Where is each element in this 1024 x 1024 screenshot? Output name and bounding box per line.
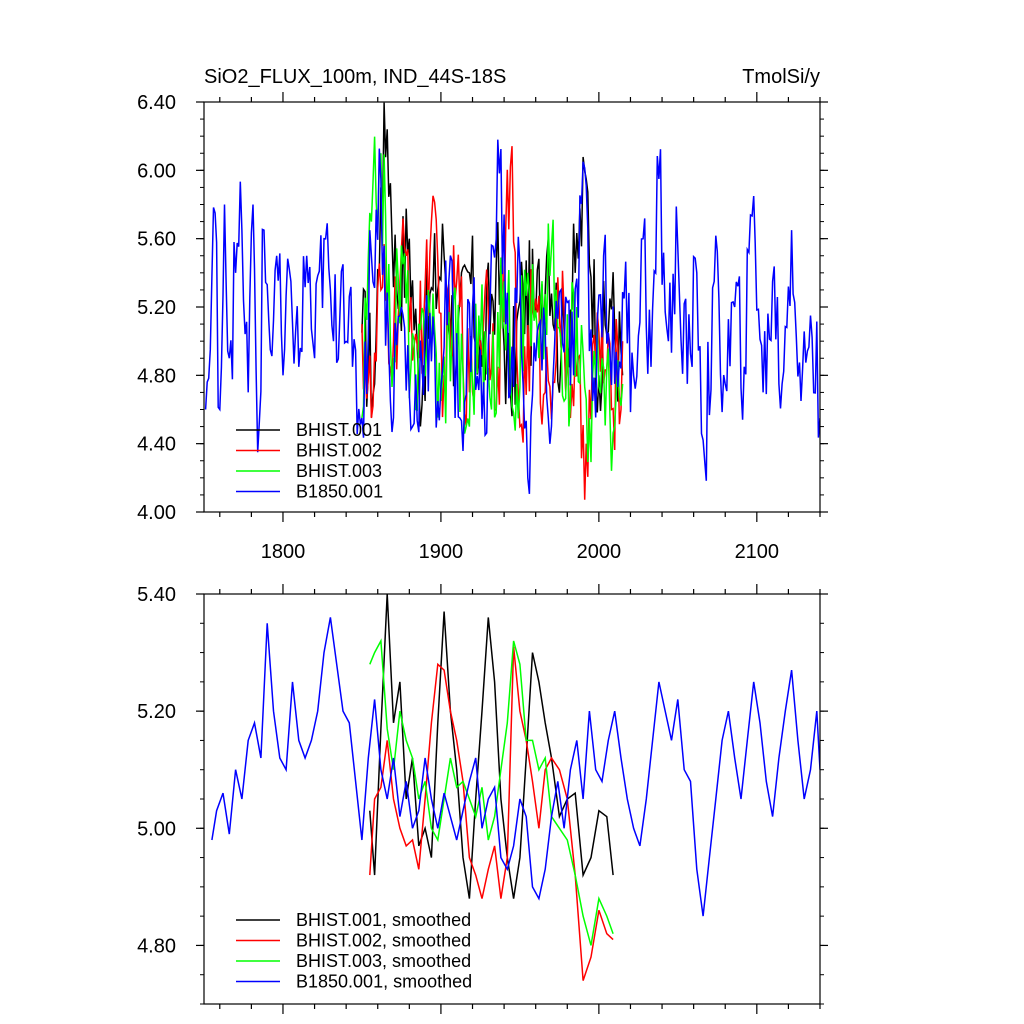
y-tick-label: 4.80 bbox=[137, 935, 176, 957]
chart-title: SiO2_FLUX_100m, IND_44S-18S bbox=[204, 66, 506, 88]
top-panel: SiO2_FLUX_100m, IND_44S-18S TmolSi/y 4.0… bbox=[137, 66, 828, 563]
legend-label: BHIST.003, smoothed bbox=[296, 951, 471, 971]
legend-label: BHIST.001, smoothed bbox=[296, 910, 471, 930]
y-tick-label: 5.40 bbox=[137, 584, 176, 606]
legend-label: BHIST.003 bbox=[296, 461, 382, 481]
y-tick-label: 4.40 bbox=[137, 434, 176, 456]
bottom-series-lines bbox=[211, 594, 820, 981]
y-tick-label: 5.20 bbox=[137, 701, 176, 723]
legend-label: BHIST.002, smoothed bbox=[296, 931, 471, 951]
top-x-tick-labels: 1800 1900 2000 2100 bbox=[261, 541, 779, 563]
x-tick-label: 1800 bbox=[261, 541, 306, 563]
units-label: TmolSi/y bbox=[742, 66, 820, 88]
series-line-b1850-001 bbox=[204, 139, 820, 494]
legend-label: BHIST.001 bbox=[296, 420, 382, 440]
legend-label: BHIST.002 bbox=[296, 441, 382, 461]
y-tick-label: 5.60 bbox=[137, 229, 176, 251]
top-y-tick-labels: 4.00 4.40 4.80 5.20 5.60 6.00 6.40 bbox=[137, 92, 176, 524]
x-tick-label: 2100 bbox=[735, 541, 780, 563]
y-tick-label: 6.40 bbox=[137, 92, 176, 114]
top-axis-ticks bbox=[196, 92, 828, 522]
series-line-bhist-002 bbox=[369, 646, 614, 981]
bottom-y-tick-labels: 4.80 5.00 5.20 5.40 bbox=[137, 584, 176, 957]
y-tick-label: 4.00 bbox=[137, 502, 176, 524]
top-plot-frame bbox=[203, 101, 821, 513]
y-tick-label: 5.20 bbox=[137, 297, 176, 319]
top-series-lines bbox=[204, 102, 820, 500]
y-tick-label: 4.80 bbox=[137, 365, 176, 387]
y-tick-label: 6.00 bbox=[137, 160, 176, 182]
series-line-bhist-003 bbox=[361, 136, 624, 471]
x-tick-label: 2000 bbox=[577, 541, 622, 563]
bottom-panel: 4.805.005.205.40 BHIST.001, smoothedBHIS… bbox=[137, 584, 828, 1014]
series-line-bhist-001 bbox=[369, 594, 614, 899]
series-line-b1850-001 bbox=[211, 617, 820, 917]
bottom-axis-ticks bbox=[196, 584, 828, 1014]
bottom-plot-frame bbox=[203, 593, 821, 1005]
x-tick-label: 1900 bbox=[419, 541, 464, 563]
legend-label: B1850.001, smoothed bbox=[296, 972, 472, 992]
legend-label: B1850.001 bbox=[296, 482, 383, 502]
y-tick-label: 5.00 bbox=[137, 818, 176, 840]
